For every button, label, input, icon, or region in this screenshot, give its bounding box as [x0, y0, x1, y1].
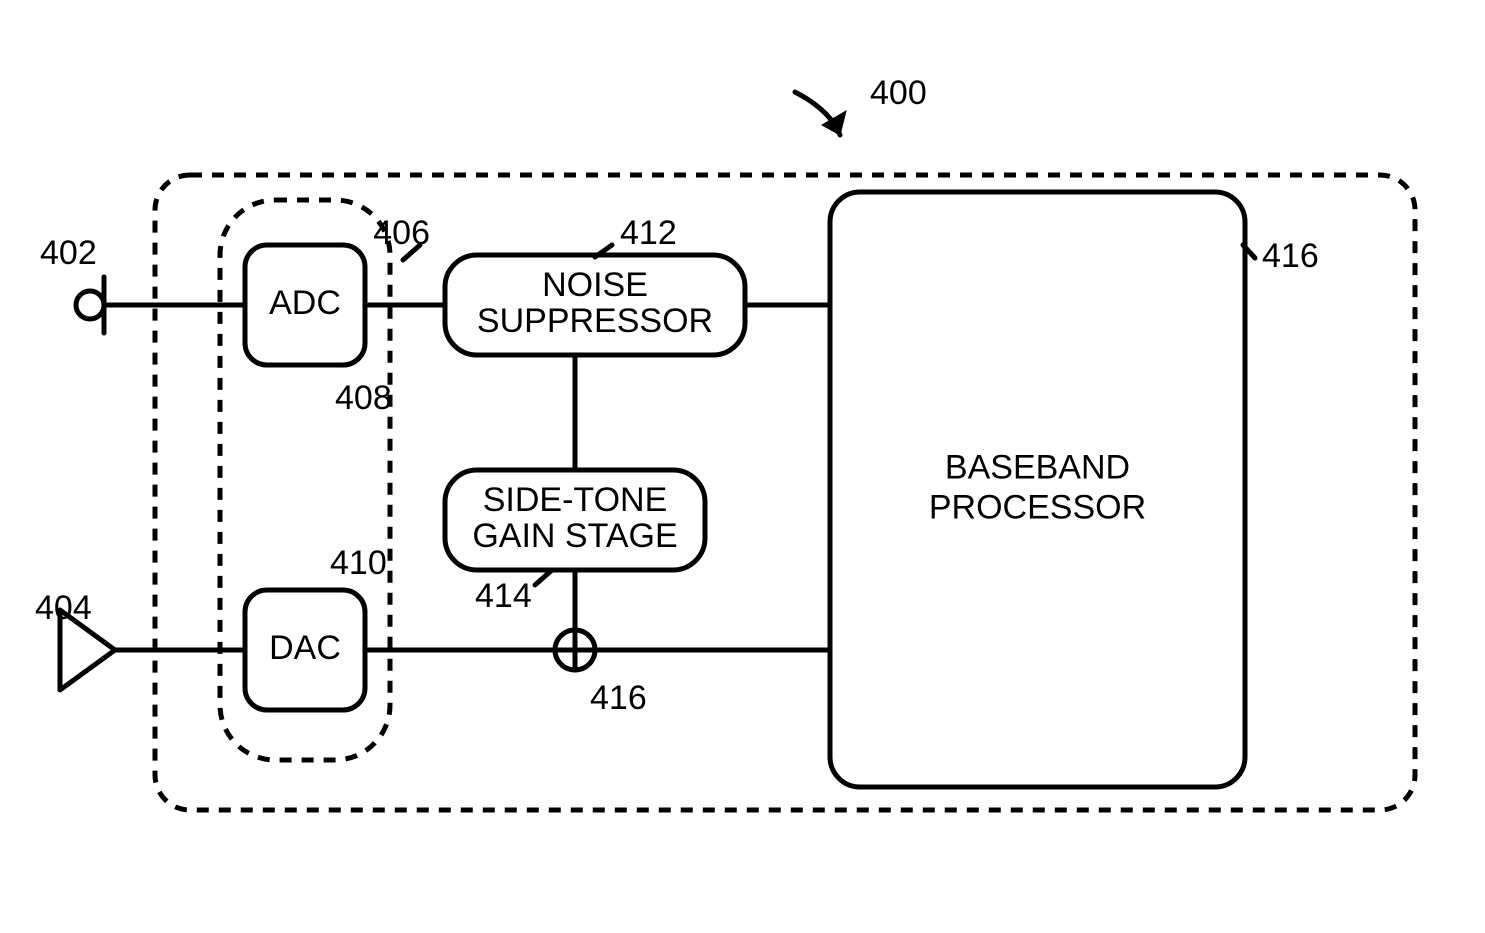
ref-system: 400: [870, 74, 927, 112]
microphone-icon: [76, 291, 104, 319]
system-boundary: [155, 175, 1415, 810]
sidetone-label-1: SIDE-TONE: [483, 481, 668, 519]
adc-label: ADC: [269, 284, 341, 322]
ref-sidetone_num: 414: [475, 577, 532, 615]
ref-noise_num: 412: [620, 214, 677, 252]
ref-summer_num: 416: [590, 679, 647, 717]
noise-label-2: SUPPRESSOR: [477, 302, 713, 340]
ref-dac_num: 410: [330, 544, 387, 582]
baseband-label-1: BASEBAND: [945, 448, 1130, 486]
dac-label: DAC: [269, 629, 341, 667]
baseband-label-2: PROCESSOR: [929, 488, 1146, 526]
sidetone-label-2: GAIN STAGE: [472, 517, 677, 555]
ref-baseband_num: 416: [1262, 237, 1319, 275]
ref-adc_num: 408: [335, 379, 392, 417]
ref-mic: 402: [40, 234, 97, 272]
ref-speaker: 404: [35, 589, 92, 627]
noise-label-1: NOISE: [542, 266, 648, 304]
